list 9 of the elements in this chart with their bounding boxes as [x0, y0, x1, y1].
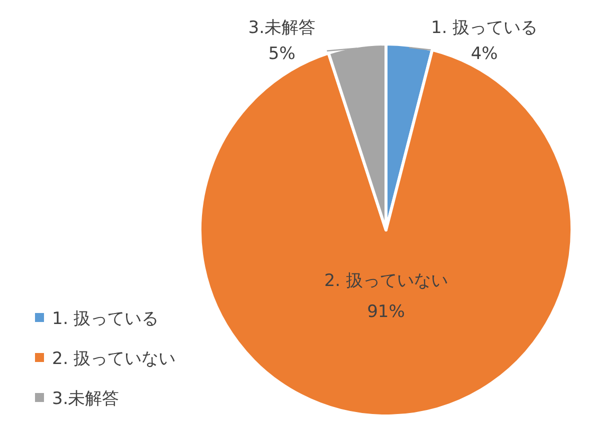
slice-label: 3.未解答	[248, 18, 316, 38]
slice-label: 1. 扱っている	[431, 18, 538, 38]
legend-label: 1. 扱っている	[52, 309, 159, 329]
legend-label: 2. 扱っていない	[52, 349, 176, 369]
data-label: 4%	[470, 44, 498, 64]
data-label: 5%	[268, 44, 296, 64]
slice-label: 2. 扱っていない	[324, 270, 448, 291]
legend-label: 3.未解答	[52, 389, 120, 409]
data-label: 91%	[367, 302, 405, 322]
